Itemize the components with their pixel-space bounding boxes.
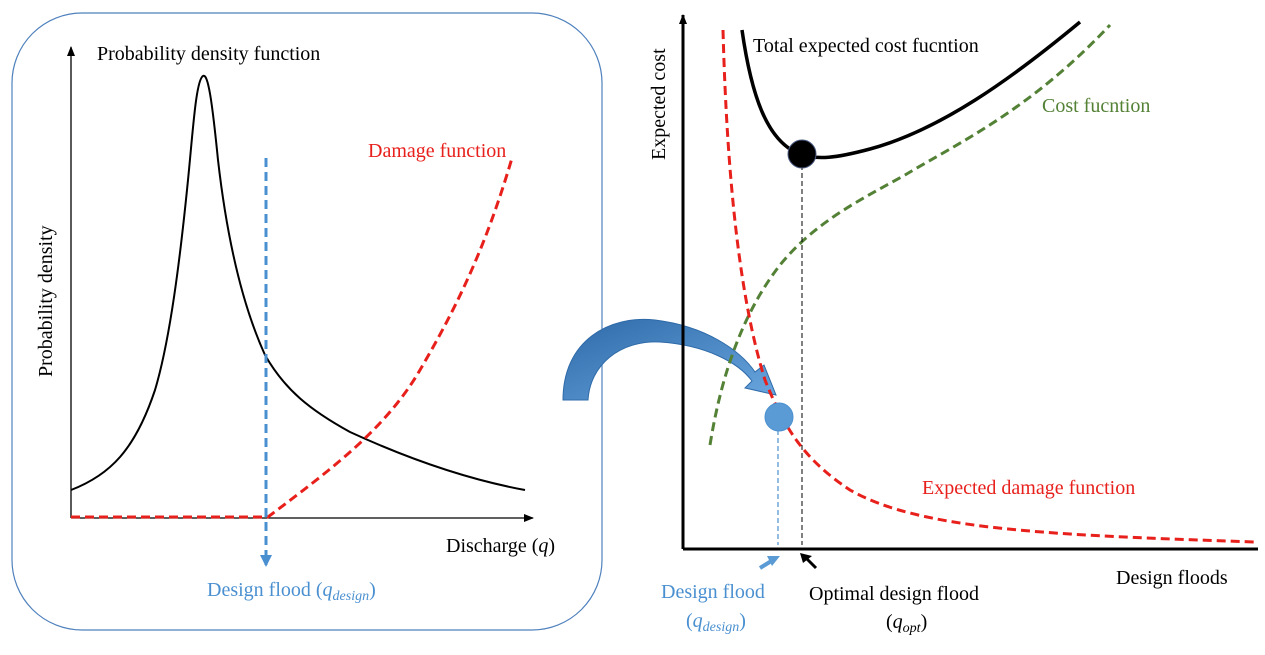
cost-function-label: Cost fucntion [1042,95,1150,117]
total-cost-curve [740,20,1082,160]
left-panel-frame [11,12,603,631]
pdf-label: Probability density function [97,43,320,65]
damage-function-curve [71,157,514,519]
optimum-marker-icon [787,139,817,169]
left-y-axis-label: Probability density [35,225,57,377]
left-panel: Probability density function Damage func… [11,12,603,631]
optimal-flood-var: (qopt) [886,611,927,636]
right-panel: Total expected cost fucntion Cost fucnti… [648,14,1258,636]
total-cost-label: Total expected cost fucntion [753,35,979,57]
design-flood-label: Design flood (qdesign) [207,579,376,604]
design-floods-axis-label: Design floods [1116,567,1228,589]
discharge-axis-label: Discharge (q) [446,535,555,557]
optimal-flood-label: Optimal design flood [809,583,979,605]
pdf-curve [70,74,526,491]
design-pointer-icon [758,556,780,570]
right-design-flood-label: Design flood [661,581,765,603]
damage-function-label: Damage function [368,140,506,162]
right-y-axis-label: Expected cost [648,48,670,160]
curved-arrow-icon [562,318,777,401]
right-design-flood-var: (qdesign) [686,610,746,635]
expected-damage-label: Expected damage function [922,477,1135,499]
optimal-pointer-icon [800,553,818,570]
expected-damage-curve [721,29,1256,544]
cost-function-curve [708,23,1112,446]
design-marker-icon [764,402,794,432]
